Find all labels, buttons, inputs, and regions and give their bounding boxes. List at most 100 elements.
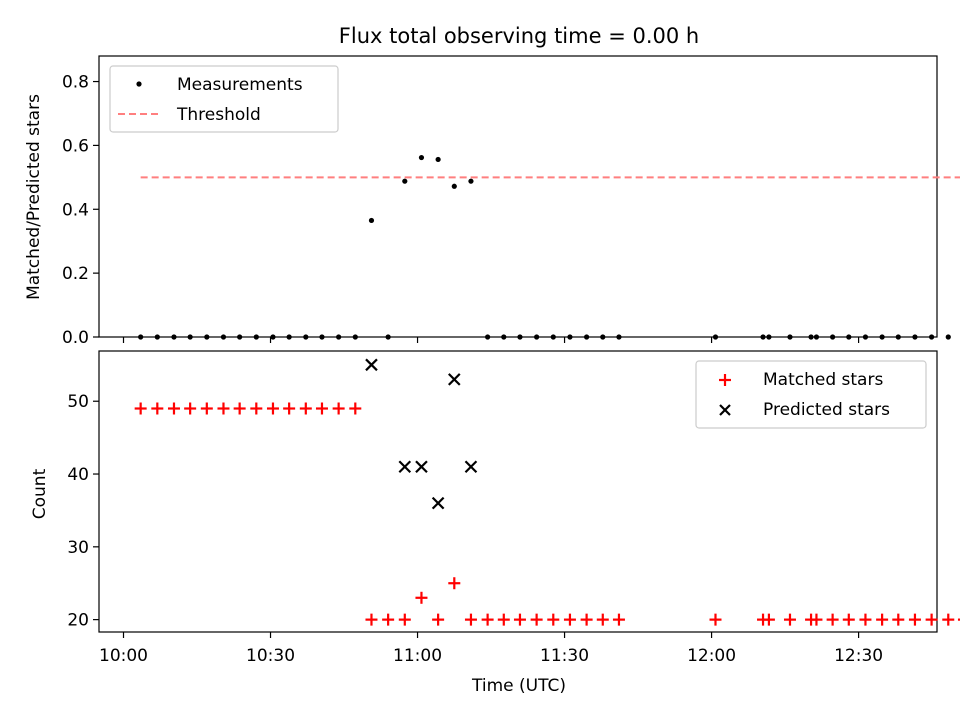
- measurement-point: [534, 334, 540, 340]
- top-legend: Measurements Threshold: [109, 65, 339, 133]
- measurement-point: [435, 156, 441, 163]
- top-y-tick-label: 0.4: [62, 200, 89, 220]
- measurement-point: [385, 334, 391, 340]
- measurement-point: [787, 334, 793, 340]
- bottom-x-tick-label: 11:30: [540, 646, 589, 666]
- legend-predicted-label: Predicted stars: [763, 400, 890, 420]
- bottom-y-tick-label: 50: [67, 392, 89, 412]
- predicted-star-stroke-b: [464, 460, 478, 474]
- chart-title: Flux total observing time = 0.00 h: [339, 24, 699, 48]
- matched-star-marker: [783, 613, 796, 626]
- matched-star-marker: [266, 402, 279, 415]
- predicted-star-stroke-b: [448, 373, 461, 386]
- measurement-point: [402, 178, 408, 184]
- bottom-x-axis: 10:0010:3011:0011:3012:0012:3013:0013:30…: [99, 632, 883, 666]
- measurement-point: [945, 334, 951, 340]
- matched-star-marker: [217, 402, 230, 415]
- bottom-y-axis: 20 30 40 50: [67, 392, 99, 631]
- matched-star-marker: [842, 613, 855, 626]
- matched-star-marker: [762, 613, 775, 626]
- measurement-point: [336, 334, 342, 340]
- measurement-point: [501, 334, 507, 340]
- measurement-point: [138, 334, 144, 340]
- measurement-point: [352, 334, 358, 340]
- measurement-point: [154, 334, 160, 340]
- matched-star-marker: [859, 613, 872, 626]
- measurement-point: [237, 334, 243, 340]
- bottom-axes-frame: [98, 350, 938, 633]
- legend-measurements-label: Measurements: [177, 75, 303, 95]
- matched-star-marker: [332, 402, 345, 415]
- legend-threshold-label: Threshold: [176, 105, 261, 125]
- measurement-point: [303, 334, 309, 340]
- matched-star-marker: [432, 613, 445, 626]
- bottom-x-tick-label: 10:00: [99, 646, 148, 666]
- top-legend-box: [109, 65, 339, 133]
- measurement-point: [368, 217, 375, 224]
- top-y-tick-label: 0.0: [62, 328, 89, 348]
- matched-star-marker: [283, 402, 296, 415]
- bottom-legend-box: [695, 360, 927, 429]
- measurement-point: [187, 334, 193, 340]
- matched-star-marker: [709, 613, 722, 626]
- measurement-point: [584, 334, 590, 340]
- measurement-point: [830, 334, 836, 340]
- measurement-point: [813, 334, 820, 340]
- predicted-star-marker: [398, 460, 412, 474]
- matched-star-marker: [892, 613, 905, 626]
- matched-star-marker: [415, 591, 428, 604]
- measurement-point: [468, 178, 474, 184]
- measurement-point: [616, 334, 622, 340]
- measurement-point: [879, 334, 885, 340]
- measurement-point: [286, 334, 292, 340]
- matched-star-marker: [596, 613, 609, 626]
- legend-measurements-marker: [136, 81, 142, 87]
- matched-star-marker: [826, 613, 839, 626]
- measurement-point: [220, 334, 227, 340]
- matched-star-marker: [810, 613, 823, 626]
- measurement-point: [451, 183, 457, 189]
- matched-star-marker: [184, 402, 197, 415]
- matched-star-marker: [134, 402, 147, 415]
- top-y-axis-label: Matched/Predicted stars: [24, 94, 44, 300]
- predicted-star-marker: [431, 496, 445, 510]
- matched-star-marker: [580, 613, 593, 626]
- bottom-y-tick-label: 20: [67, 611, 89, 631]
- bottom-x-axis-label: Time (UTC): [471, 676, 566, 696]
- matched-star-marker: [464, 613, 477, 626]
- predicted-star-marker: [365, 358, 378, 372]
- legend-matched-label: Matched stars: [763, 370, 883, 390]
- top-y-tick-label: 0.2: [62, 264, 89, 284]
- matched-star-marker: [167, 402, 180, 415]
- predicted-stars-series: [365, 358, 478, 510]
- predicted-star-marker: [415, 460, 428, 474]
- measurement-point: [895, 334, 901, 340]
- bottom-y-tick-label: 30: [67, 538, 89, 558]
- matched-star-marker: [942, 613, 955, 626]
- matched-star-marker: [349, 402, 362, 415]
- top-y-tick-label: 0.8: [62, 73, 89, 93]
- matched-star-marker: [382, 613, 395, 626]
- matched-star-marker: [151, 402, 164, 415]
- matched-star-marker: [448, 577, 461, 590]
- predicted-star-stroke-b: [431, 496, 445, 510]
- matched-star-marker: [530, 613, 543, 626]
- predicted-star-marker: [464, 460, 478, 474]
- top-y-axis: 0.0 0.2 0.4 0.6 0.8: [62, 73, 99, 348]
- measurements-series: [138, 154, 951, 340]
- bottom-y-tick-label: 40: [67, 465, 89, 485]
- bottom-x-tick-label: 11:00: [393, 646, 442, 666]
- legend-matched-marker: [719, 374, 731, 386]
- measurement-point: [270, 334, 276, 340]
- matched-stars-series: [134, 402, 960, 626]
- top-x-axis: [122, 337, 860, 343]
- bottom-x-tick-label: 12:00: [687, 646, 736, 666]
- matched-star-marker: [612, 613, 625, 626]
- measurement-point: [550, 334, 556, 340]
- measurement-point: [204, 334, 210, 340]
- matched-star-marker: [365, 613, 378, 626]
- predicted-star-stroke-b: [398, 460, 412, 474]
- measurement-point: [912, 334, 918, 340]
